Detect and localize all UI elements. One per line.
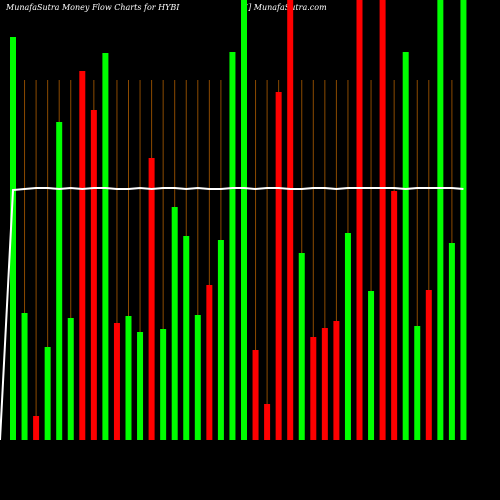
bar (368, 291, 375, 440)
bar (10, 37, 16, 440)
bar (171, 207, 178, 440)
bar (298, 253, 305, 440)
bar (137, 332, 144, 440)
bar (160, 329, 167, 440)
bar (217, 240, 224, 440)
bar (67, 318, 74, 440)
bar (113, 323, 120, 440)
bar (287, 0, 294, 440)
bar (148, 158, 155, 440)
bar (241, 0, 247, 440)
bar (206, 285, 213, 440)
bar (44, 347, 51, 440)
bar (33, 416, 40, 440)
bar (310, 337, 317, 440)
bar (356, 0, 363, 440)
bar (460, 0, 467, 440)
bar (264, 404, 271, 440)
bar (56, 122, 63, 440)
bar (344, 233, 351, 440)
bar (229, 52, 236, 440)
bar (437, 0, 444, 440)
bar (321, 328, 328, 440)
bar (102, 53, 109, 440)
chart-title: MunafaSutra Money Flow Charts for HYBI (5, 3, 180, 12)
bar (183, 236, 190, 440)
bar (21, 313, 28, 440)
bar (333, 321, 340, 440)
bar (414, 326, 421, 440)
bar (90, 110, 97, 440)
bar (391, 191, 398, 440)
chart-subtitle: (] MunafaSutra.com (245, 3, 327, 12)
money-flow-line (0, 186, 464, 441)
bar (448, 243, 455, 440)
bar (275, 92, 282, 440)
bar (79, 71, 86, 440)
bar (194, 315, 201, 440)
bar (379, 0, 386, 440)
bar (252, 350, 259, 440)
bar (425, 290, 432, 440)
bar (125, 316, 132, 440)
bar (402, 52, 409, 440)
